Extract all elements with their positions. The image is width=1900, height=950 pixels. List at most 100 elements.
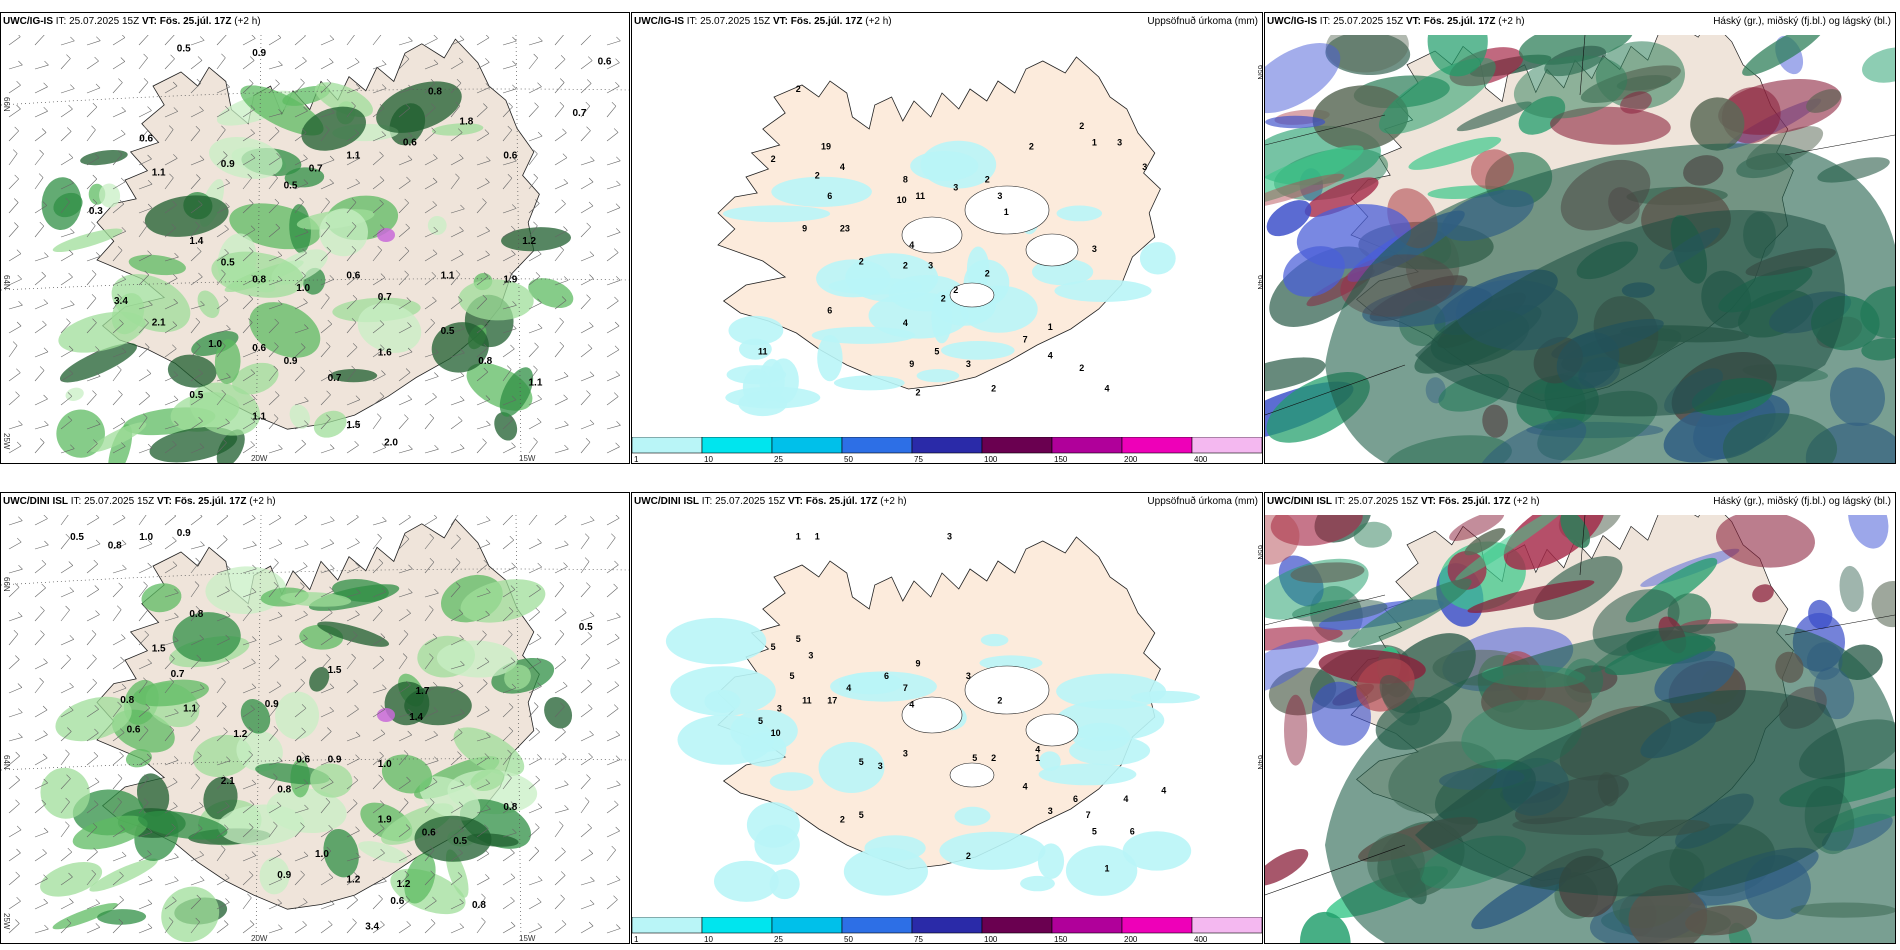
vt-label: VT: [156, 496, 172, 507]
colorbar-tick-label: 25 [774, 455, 783, 463]
precip-value-label: 1.1 [441, 270, 455, 281]
colorbar-swatch [1121, 437, 1193, 454]
precip-panel-subtitle: Uppsöfnuð úrkoma (mm) [1147, 16, 1258, 27]
precip-value-label: 0.6 [390, 896, 404, 907]
precip-value-label: 0.8 [252, 275, 266, 286]
precip-amount-label: 3 [928, 261, 933, 271]
colorbar-tick-label: 1 [634, 935, 639, 943]
precip-amount-label: 5 [771, 642, 776, 652]
precip-amount-label: 4 [846, 683, 851, 693]
precip-value-label: 0.7 [328, 373, 342, 384]
precip-amount-label: 2 [997, 695, 1002, 705]
precip-amount-label: 8 [903, 174, 908, 184]
precip-value-label: 1.9 [503, 275, 517, 286]
precip-value-label: 1.2 [346, 875, 360, 886]
model-name: UWC/DINI ISL [1267, 496, 1332, 507]
precip-amount-label: 1 [1105, 864, 1110, 874]
colorbar-swatch [981, 917, 1053, 934]
precip-amount-label: 6 [884, 671, 889, 681]
lat-label-66n: 66N [2, 577, 11, 592]
it-value: 25.07.2025 15Z [84, 496, 155, 507]
precip-amount-label: 6 [827, 191, 832, 201]
precip-value-label: 0.7 [309, 163, 323, 174]
precip-value-label: 2.1 [221, 776, 235, 787]
precip-value-label: 1.9 [378, 815, 392, 826]
lon-label-15w: 15W [519, 454, 536, 463]
precip-amount-label: 2 [859, 256, 864, 266]
precip-amount-label: 3 [966, 359, 971, 369]
wind-map: 66N 64N 25W 20W 15W 0.5 0.8 1.0 0.9 0.8 1.5 0.7 0.8 1… [1, 515, 629, 943]
colorbar-swatch [841, 437, 913, 454]
lead-time: (+2 h) [234, 16, 261, 27]
precip-amount-label: 3 [1048, 806, 1053, 816]
lead-time: (+2 h) [880, 496, 907, 507]
precip-amount-label: 2 [966, 851, 971, 861]
panel-title: UWC/DINI ISL IT: 25.07.2025 15Z VT: Fös.… [3, 496, 276, 507]
vt-value: Fös. 25.júl. 17Z [1438, 496, 1511, 507]
precip-amount-label: 1 [1035, 753, 1040, 763]
precip-value-label: 1.0 [208, 339, 222, 350]
colorbar-tick-label: 400 [1194, 935, 1208, 943]
precip-value-label: 0.7 [378, 292, 392, 303]
colorbar-swatch [1051, 437, 1123, 454]
precip-amount-label: 9 [909, 359, 914, 369]
vt-label: VT: [141, 16, 157, 27]
precip-amount-label: 2 [903, 261, 908, 271]
colorbar-tick-label: 75 [914, 455, 923, 463]
wind-map: 66N 64N 25W 20W 15W 0.5 0.9 0.6 1.1 0.9 0.5 0.7 1.1 0… [1, 35, 629, 463]
precip-amount-label: 5 [972, 753, 977, 763]
precip-amount-label: 3 [1117, 138, 1122, 148]
it-label: IT: [70, 496, 82, 507]
precip-value-label: 0.5 [284, 181, 298, 192]
precip-value-label: 0.8 [503, 802, 517, 813]
precip-value-label: 0.9 [284, 356, 298, 367]
precip-amount-label: 1 [1092, 138, 1097, 148]
precip-value-label: 1.1 [346, 151, 360, 162]
vt-value: Fös. 25.júl. 17Z [1423, 16, 1496, 27]
precip-amount-label: 4 [903, 318, 908, 328]
it-value: 25.07.2025 15Z [69, 16, 140, 27]
precip-value-label: 0.7 [573, 108, 587, 119]
precip-amount-label: 2 [941, 293, 946, 303]
precip-map-panel-row1: UWC/IG-IS IT: 25.07.2025 15Z VT: Fös. 25… [631, 12, 1263, 464]
precip-amount-label: 4 [1161, 786, 1166, 796]
precip-amount-label: 3 [953, 183, 958, 193]
cloud-panel-subtitle: Háský (gr.), miðský (fj.bl.) og lágský (… [1713, 496, 1891, 507]
precip-value-label: 0.8 [189, 609, 203, 620]
precip-value-label: 0.6 [346, 270, 360, 281]
precip-panel-subtitle: Uppsöfnuð úrkoma (mm) [1147, 496, 1258, 507]
precip-value-label: 0.9 [177, 528, 191, 539]
precip-value-label: 0.6 [598, 56, 612, 67]
colorbar-tick-label: 200 [1124, 455, 1138, 463]
precip-amount-label: 7 [1086, 810, 1091, 820]
vt-label: VT: [1420, 496, 1436, 507]
precip-value-label: 1.5 [152, 643, 166, 654]
precip-amount-label: 2 [771, 154, 776, 164]
precip-amount-label: 1 [796, 531, 801, 541]
precip-colorbar: 1 10 25 50 75 100 150 200 400 [632, 917, 1262, 943]
precip-value-label: 2.1 [152, 318, 166, 329]
colorbar-tick-label: 1 [634, 455, 639, 463]
colorbar-tick-label: 75 [914, 935, 923, 943]
precip-value-label: 0.3 [89, 206, 103, 217]
precip-amount-label: 6 [1130, 827, 1135, 837]
precip-value-label: 1.2 [397, 879, 411, 890]
lead-time: (+2 h) [865, 16, 892, 27]
colorbar-tick-label: 50 [844, 935, 853, 943]
precip-amount-label: 5 [790, 671, 795, 681]
precip-value-label: 0.9 [265, 699, 279, 710]
colorbar-swatch [1191, 437, 1262, 454]
wind-map-panel-row1: UWC/IG-IS IT: 25.07.2025 15Z VT: Fös. 25… [0, 12, 630, 464]
precip-value-label: 0.6 [422, 827, 436, 838]
precip-value-label: 0.7 [171, 669, 185, 680]
precip-value-label: 0.6 [403, 138, 417, 149]
precip-amount-label: 2 [953, 285, 958, 295]
colorbar-swatch [911, 917, 983, 934]
precip-value-label: 0.6 [296, 755, 310, 766]
precip-value-label: 0.6 [127, 725, 141, 736]
vt-label: VT: [772, 16, 788, 27]
it-value: 25.07.2025 15Z [1333, 16, 1404, 27]
precip-value-label: 0.9 [328, 755, 342, 766]
precip-value-label: 1.0 [315, 849, 329, 860]
